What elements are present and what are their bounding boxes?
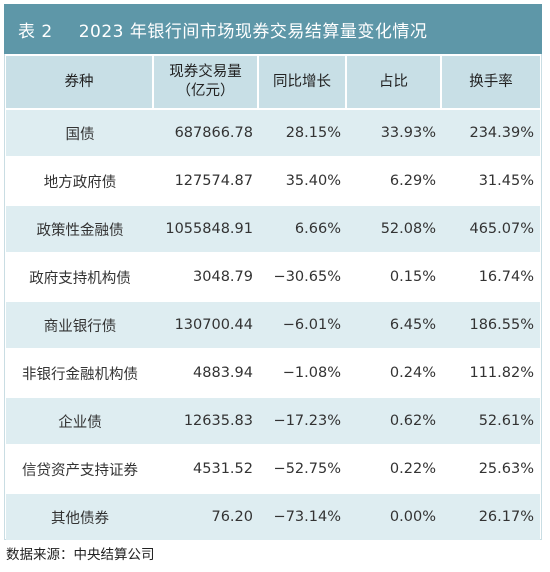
cell-share: 0.00% xyxy=(347,494,442,542)
cell-yoy: 35.40% xyxy=(259,158,347,206)
cell-volume: 4531.52 xyxy=(154,446,259,494)
cell-volume: 12635.83 xyxy=(154,398,259,446)
cell-yoy: −1.08% xyxy=(259,350,347,398)
cell-type: 其他债券 xyxy=(6,494,154,542)
table-row: 地方政府债 127574.87 35.40% 6.29% 31.45% xyxy=(6,158,540,206)
cell-share: 6.29% xyxy=(347,158,442,206)
header-yoy: 同比增长 xyxy=(259,56,347,110)
cell-volume: 76.20 xyxy=(154,494,259,542)
header-share: 占比 xyxy=(347,56,442,110)
data-source-note: 数据来源：中央结算公司 xyxy=(6,547,155,563)
cell-type: 非银行金融机构债 xyxy=(6,350,154,398)
cell-turnover: 111.82% xyxy=(442,350,540,398)
table-row: 其他债券 76.20 −73.14% 0.00% 26.17% xyxy=(6,494,540,542)
cell-share: 0.15% xyxy=(347,254,442,302)
header-volume-line1: 现券交易量 xyxy=(169,64,242,80)
cell-yoy: −30.65% xyxy=(259,254,347,302)
cell-share: 6.45% xyxy=(347,302,442,350)
cell-type: 政府支持机构债 xyxy=(6,254,154,302)
cell-turnover: 234.39% xyxy=(442,110,540,158)
cell-share: 0.24% xyxy=(347,350,442,398)
table-title: 2023 年银行间市场现券交易结算量变化情况 xyxy=(78,21,428,42)
cell-volume: 3048.79 xyxy=(154,254,259,302)
cell-type: 信贷资产支持证券 xyxy=(6,446,154,494)
cell-yoy: −52.75% xyxy=(259,446,347,494)
table-number: 表 2 xyxy=(18,21,53,42)
table-row: 国债 687866.78 28.15% 33.93% 234.39% xyxy=(6,110,540,158)
cell-share: 33.93% xyxy=(347,110,442,158)
cell-turnover: 186.55% xyxy=(442,302,540,350)
cell-turnover: 465.07% xyxy=(442,206,540,254)
cell-yoy: 28.15% xyxy=(259,110,347,158)
header-volume: 现券交易量 （亿元） xyxy=(154,56,259,110)
cell-turnover: 26.17% xyxy=(442,494,540,542)
cell-turnover: 16.74% xyxy=(442,254,540,302)
bond-trading-table: 券种 现券交易量 （亿元） 同比增长 占比 换手率 国债 687866.78 2… xyxy=(6,56,540,542)
table-row: 政策性金融债 1055848.91 6.66% 52.08% 465.07% xyxy=(6,206,540,254)
cell-yoy: 6.66% xyxy=(259,206,347,254)
cell-volume: 4883.94 xyxy=(154,350,259,398)
cell-share: 0.62% xyxy=(347,398,442,446)
cell-volume: 130700.44 xyxy=(154,302,259,350)
cell-volume: 687866.78 xyxy=(154,110,259,158)
cell-share: 0.22% xyxy=(347,446,442,494)
header-volume-unit: （亿元） xyxy=(176,83,235,99)
table-header-row: 券种 现券交易量 （亿元） 同比增长 占比 换手率 xyxy=(6,56,540,110)
cell-yoy: −73.14% xyxy=(259,494,347,542)
table-row: 企业债 12635.83 −17.23% 0.62% 52.61% xyxy=(6,398,540,446)
cell-turnover: 25.63% xyxy=(442,446,540,494)
cell-type: 商业银行债 xyxy=(6,302,154,350)
table-row: 信贷资产支持证券 4531.52 −52.75% 0.22% 25.63% xyxy=(6,446,540,494)
cell-volume: 127574.87 xyxy=(154,158,259,206)
cell-type: 地方政府债 xyxy=(6,158,154,206)
table-row: 政府支持机构债 3048.79 −30.65% 0.15% 16.74% xyxy=(6,254,540,302)
cell-yoy: −17.23% xyxy=(259,398,347,446)
cell-volume: 1055848.91 xyxy=(154,206,259,254)
cell-turnover: 52.61% xyxy=(442,398,540,446)
table-row: 商业银行债 130700.44 −6.01% 6.45% 186.55% xyxy=(6,302,540,350)
cell-yoy: −6.01% xyxy=(259,302,347,350)
table-title-bar: 表 2 2023 年银行间市场现券交易结算量变化情况 xyxy=(4,4,542,54)
cell-type: 国债 xyxy=(6,110,154,158)
cell-turnover: 31.45% xyxy=(442,158,540,206)
header-type: 券种 xyxy=(6,56,154,110)
cell-type: 政策性金融债 xyxy=(6,206,154,254)
table-row: 非银行金融机构债 4883.94 −1.08% 0.24% 111.82% xyxy=(6,350,540,398)
header-turnover: 换手率 xyxy=(442,56,540,110)
cell-share: 52.08% xyxy=(347,206,442,254)
cell-type: 企业债 xyxy=(6,398,154,446)
